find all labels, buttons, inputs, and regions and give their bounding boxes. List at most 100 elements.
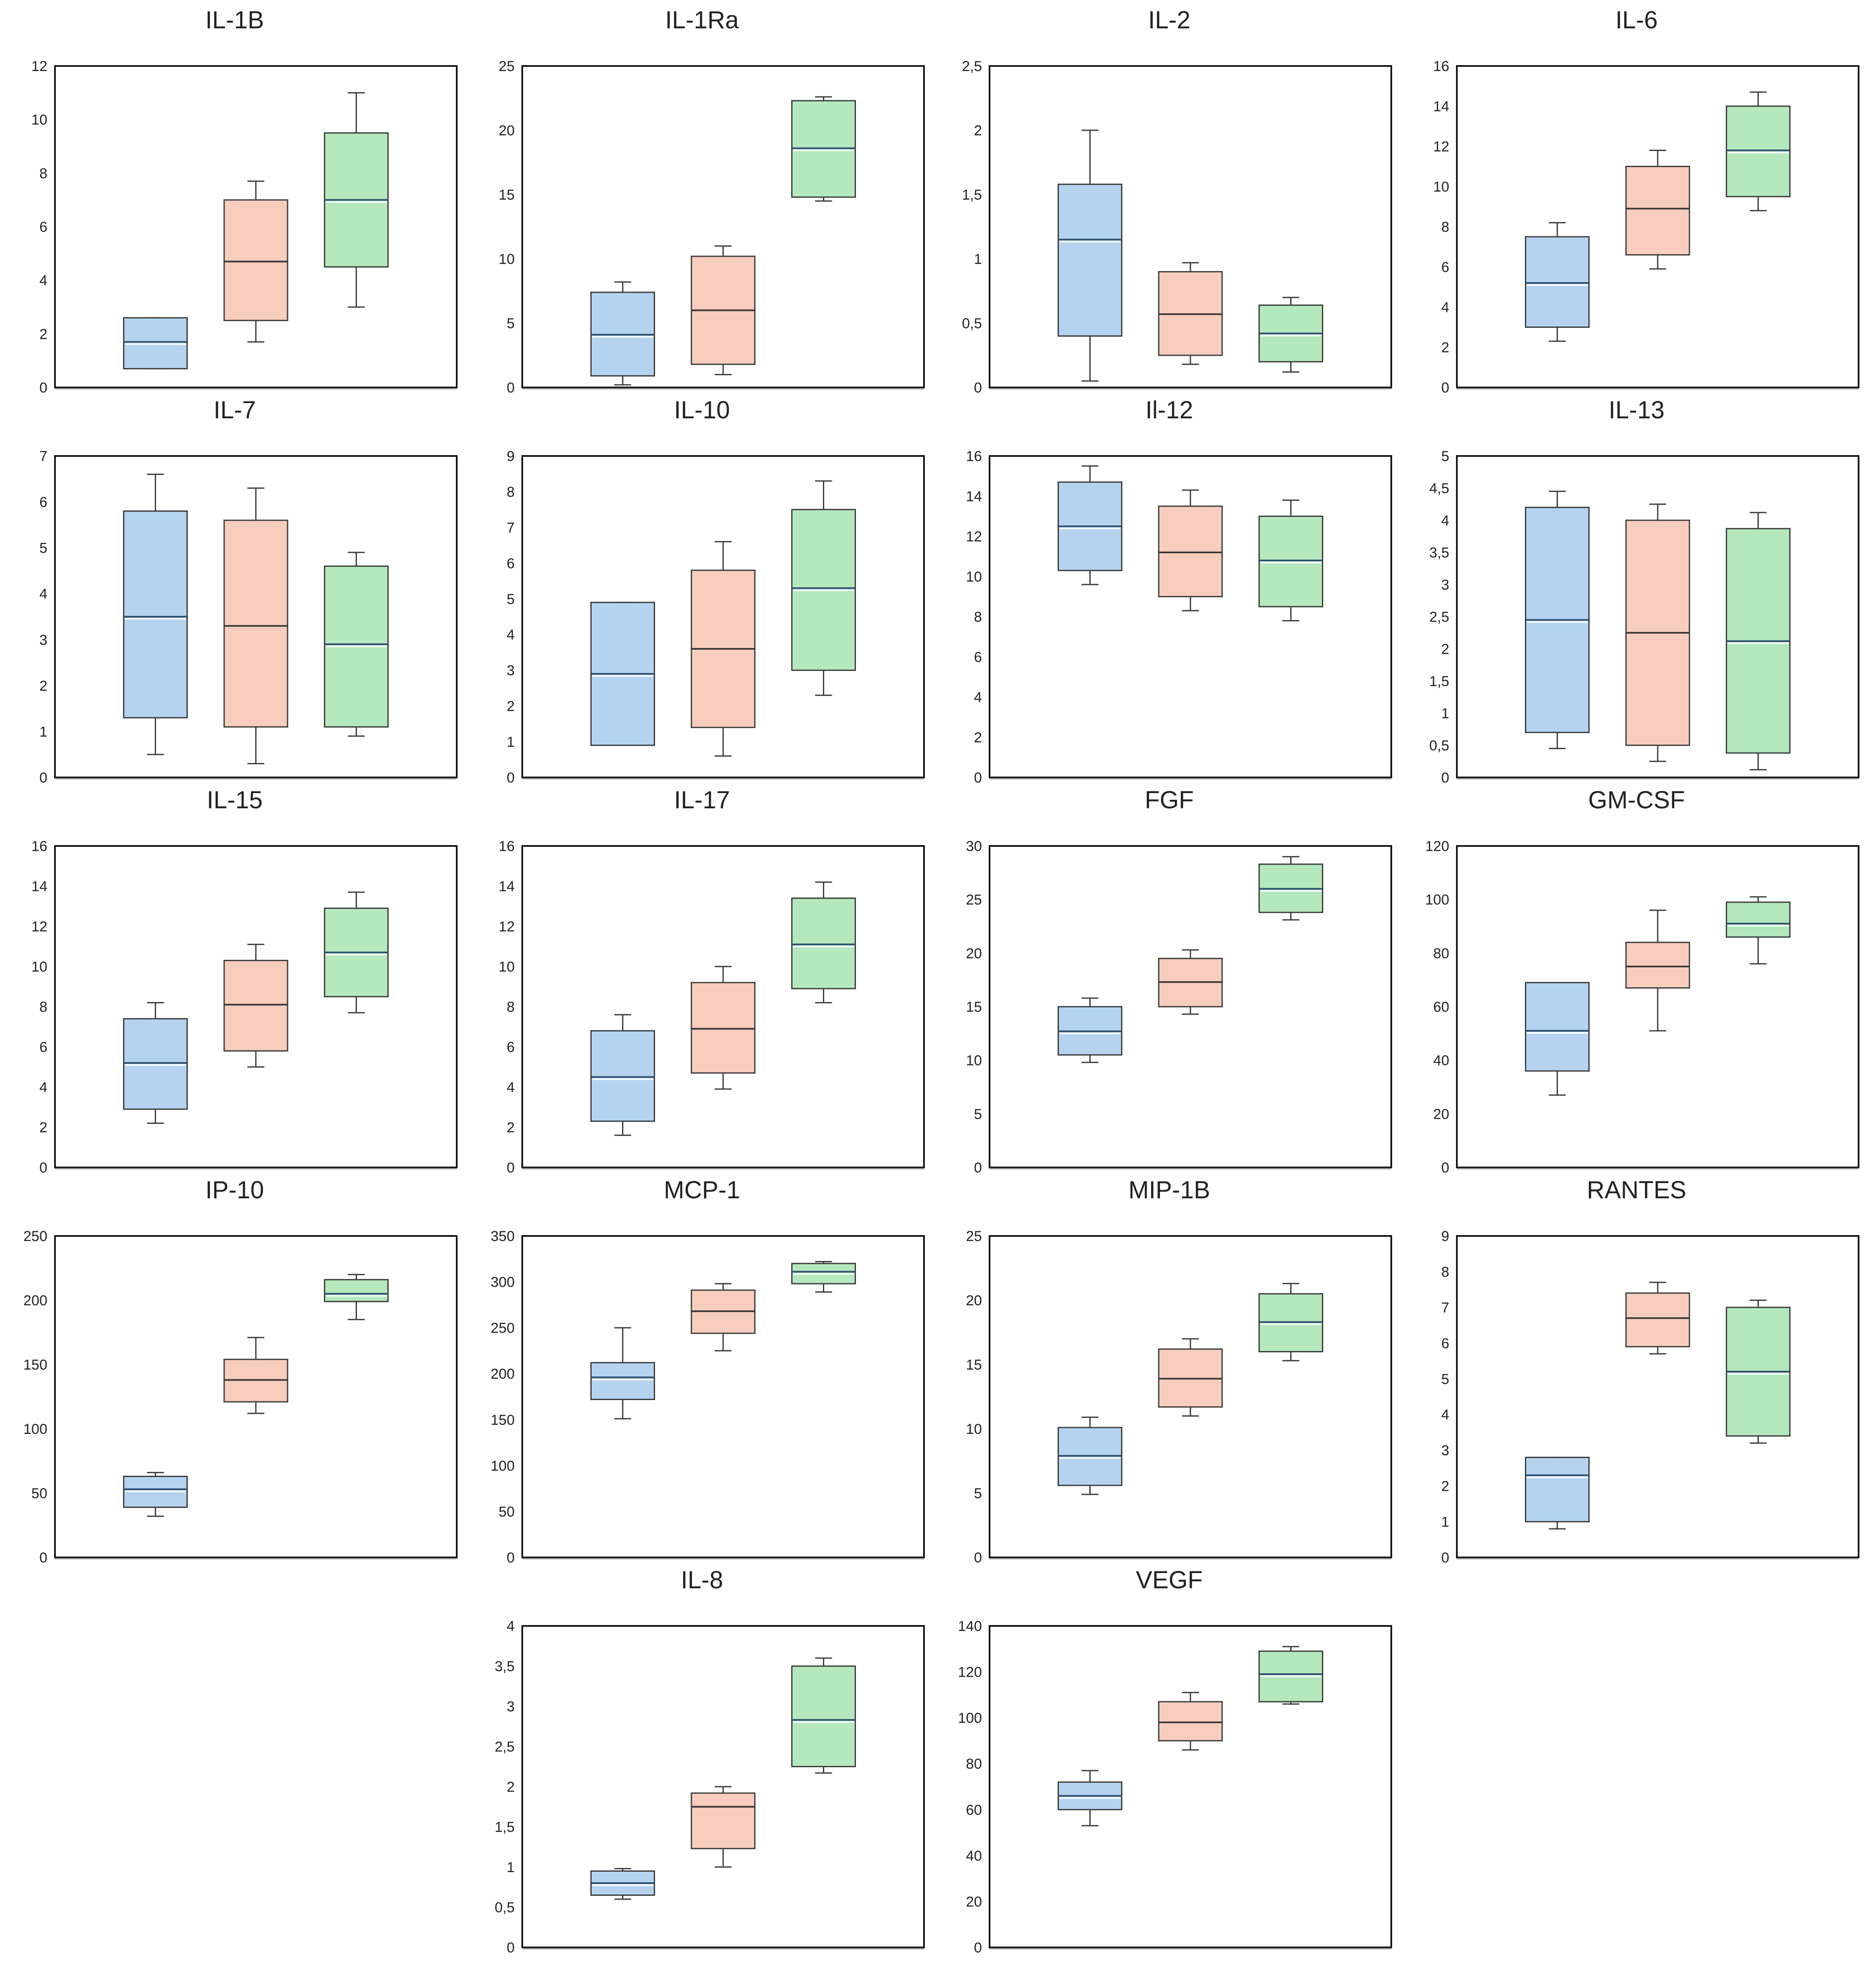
- y-tick-label: 1: [1441, 706, 1449, 722]
- y-tick-label: 10: [966, 1421, 982, 1437]
- y-tick-label: 12: [31, 58, 47, 74]
- y-tick-label: 0: [39, 380, 47, 396]
- iqr-box: [1726, 105, 1790, 198]
- plot-il-13: 0 0,5 1 1,5 2 2,5 3 3,5 4 4,5 5: [1429, 448, 1859, 786]
- y-tick-label: 20: [966, 1293, 982, 1309]
- plot-il-12: 0 2 4 6 8 10 12 14 16: [966, 448, 1392, 786]
- chart-title: IL-10: [674, 396, 730, 424]
- y-tick-label: 16: [966, 448, 982, 464]
- chart-panel-il-17: IL-17 0 2 4 6 8 10 12 14 16: [472, 780, 932, 1176]
- iqr-box: [1158, 1701, 1223, 1741]
- box-group1: [1525, 1457, 1590, 1529]
- y-tick-label: 150: [23, 1357, 47, 1373]
- iqr-box: [1625, 166, 1690, 255]
- plot-frame: [54, 65, 458, 388]
- box-group3: [791, 881, 856, 1003]
- box-group2: [223, 944, 288, 1068]
- y-tick-label: 2,5: [962, 58, 982, 74]
- box-group3: [791, 480, 856, 696]
- plot-rantes: 0 1 2 3 4 5 6 7 8 9: [1441, 1228, 1859, 1566]
- y-tick-label: 8: [1441, 219, 1449, 235]
- chart-panel-il-1b: IL-1B 0 2 4 6 8 10 12: [4, 0, 465, 396]
- y-tick-label: 4: [507, 1618, 515, 1634]
- iqr-box: [1525, 236, 1590, 328]
- y-tick-label: 2,5: [495, 1739, 515, 1755]
- chart-title: IL-2: [1148, 6, 1190, 34]
- chart-panel-fgf: FGF 0 5 10 15 20 25 30: [939, 780, 1400, 1176]
- chart-panel-il-15: IL-15 0 2 4 6 8 10 12 14 16: [4, 780, 465, 1176]
- y-tick-label: 4: [39, 586, 47, 602]
- box-group1: [123, 1002, 188, 1124]
- iqr-box: [1058, 184, 1122, 337]
- y-tick-label: 5: [507, 316, 515, 332]
- plot-frame: [521, 1625, 925, 1948]
- y-tick-label: 2: [974, 730, 982, 746]
- chart-panel-ip-10: IP-10 0 50 100 150 200 250: [4, 1170, 465, 1566]
- y-tick-label: 6: [507, 1039, 515, 1055]
- y-tick-label: 100: [958, 1710, 982, 1726]
- iqr-box: [223, 519, 288, 728]
- plot-frame: [989, 845, 1392, 1168]
- y-tick-label: 0: [507, 1940, 515, 1956]
- box-group2: [223, 487, 288, 764]
- iqr-box: [123, 1018, 188, 1110]
- y-tick-label: 4: [507, 1079, 515, 1096]
- plot-il-10: 0 1 2 3 4 5 6 7 8 9: [507, 448, 925, 786]
- y-tick-label: 80: [966, 1756, 982, 1772]
- y-tick-label: 120: [1425, 838, 1449, 854]
- y-tick-label: 7: [39, 448, 47, 464]
- y-tick-label: 50: [499, 1504, 515, 1520]
- y-tick-label: 6: [1441, 259, 1449, 275]
- y-tick-label: 0: [39, 1160, 47, 1176]
- chart-panel-il-13: IL-13 0 0,5 1 1,5 2 2,5 3 3,5 4 4,5 5: [1406, 390, 1867, 786]
- y-tick-label: 5: [507, 591, 515, 607]
- chart-panel-il-7: IL-7 0 1 2 3 4 5 6 7: [4, 390, 465, 786]
- y-tick-label: 1,5: [962, 187, 982, 203]
- plot-frame: [989, 65, 1392, 388]
- chart-title: IL-6: [1615, 6, 1658, 34]
- box-group2: [1158, 1691, 1223, 1751]
- iqr-box: [1525, 982, 1590, 1072]
- y-tick-label: 100: [23, 1421, 47, 1437]
- y-tick-label: 15: [499, 187, 515, 203]
- iqr-box: [223, 960, 288, 1052]
- y-tick-label: 0: [1441, 380, 1449, 396]
- box-group3: [791, 96, 856, 202]
- y-tick-label: 50: [31, 1486, 47, 1502]
- y-tick-label: 8: [39, 999, 47, 1015]
- chart-panel-gm-csf: GM-CSF 0 20 40 60 80 100 120: [1406, 780, 1867, 1176]
- box-group2: [1158, 1338, 1223, 1417]
- y-tick-label: 0: [39, 1550, 47, 1566]
- y-tick-label: 6: [974, 649, 982, 665]
- y-tick-label: 20: [966, 945, 982, 961]
- box-group2: [1625, 503, 1690, 762]
- plot-il-7: 0 1 2 3 4 5 6 7: [39, 448, 458, 786]
- y-tick-label: 1: [1441, 1514, 1449, 1530]
- box-group3: [1259, 856, 1323, 921]
- box-group3: [1259, 1282, 1323, 1362]
- y-tick-label: 100: [491, 1458, 515, 1474]
- plot-fgf: 0 5 10 15 20 25 30: [966, 838, 1392, 1176]
- y-tick-label: 40: [966, 1848, 982, 1864]
- y-tick-label: 3: [39, 632, 47, 648]
- y-tick-label: 8: [39, 165, 47, 181]
- box-group1: [1058, 129, 1122, 382]
- plot-frame: [521, 845, 925, 1168]
- iqr-box: [590, 1030, 655, 1122]
- y-tick-label: 2: [1441, 641, 1449, 657]
- y-tick-label: 6: [39, 219, 47, 235]
- box-group3: [1726, 91, 1790, 211]
- chart-panel-il-6: IL-6 0 2 4 6 8 10 12 14 16: [1406, 0, 1867, 396]
- y-tick-label: 10: [31, 959, 47, 975]
- y-tick-label: 3: [1441, 1443, 1449, 1459]
- plot-mcp-1: 0 50 100 150 200 250 300 350: [491, 1228, 925, 1566]
- plot-frame: [989, 1235, 1392, 1558]
- iqr-box: [1625, 942, 1690, 989]
- plot-frame: [989, 1625, 1392, 1948]
- y-tick-label: 80: [1433, 945, 1449, 961]
- plot-il-15: 0 2 4 6 8 10 12 14 16: [31, 838, 458, 1176]
- box-group1: [590, 1327, 655, 1420]
- y-tick-label: 4: [1441, 299, 1449, 316]
- y-tick-label: 6: [507, 555, 515, 571]
